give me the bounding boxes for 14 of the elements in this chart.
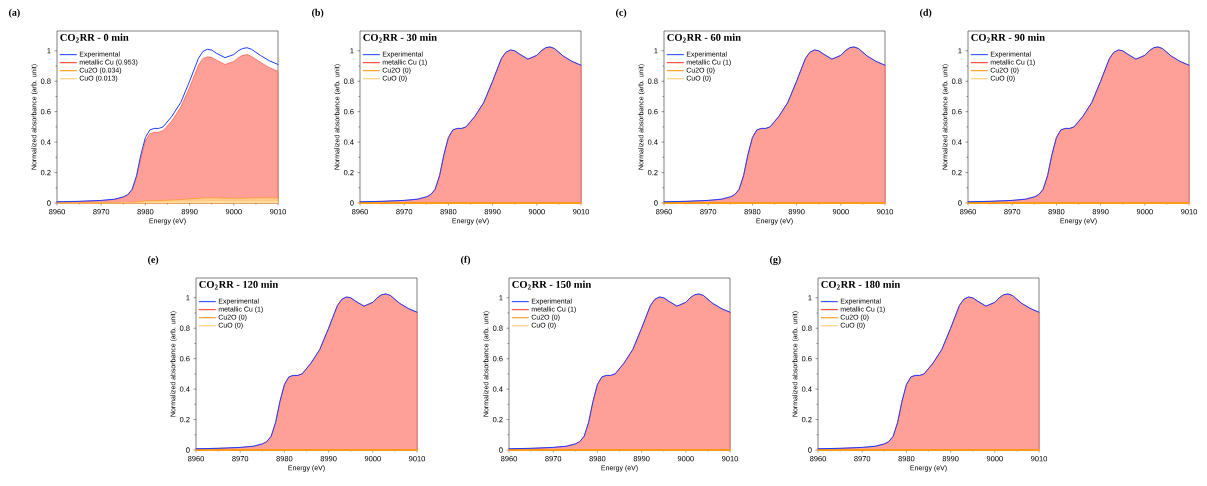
chart-title: CO$_{2}$RR - 90 min — [971, 33, 1045, 43]
chart-title: CO$_{2}$RR - 150 min — [512, 280, 592, 290]
text: (f) — [461, 255, 471, 265]
chart-title: CO$_{2}$RR - 30 min — [363, 33, 437, 43]
chart-title: CO$_{2}$RR - 0 min — [60, 33, 129, 43]
chart-title: CO$_{2}$RR - 60 min — [667, 33, 741, 43]
chart-title: CO$_{2}$RR - 180 min — [821, 280, 901, 290]
text: (a) — [9, 8, 20, 18]
text: (g) — [770, 255, 781, 265]
text: (e) — [148, 255, 159, 265]
text: (c) — [616, 8, 627, 18]
text: (b) — [312, 8, 324, 18]
chart-title: CO$_{2}$RR - 120 min — [199, 280, 279, 290]
text: (d) — [920, 8, 932, 18]
